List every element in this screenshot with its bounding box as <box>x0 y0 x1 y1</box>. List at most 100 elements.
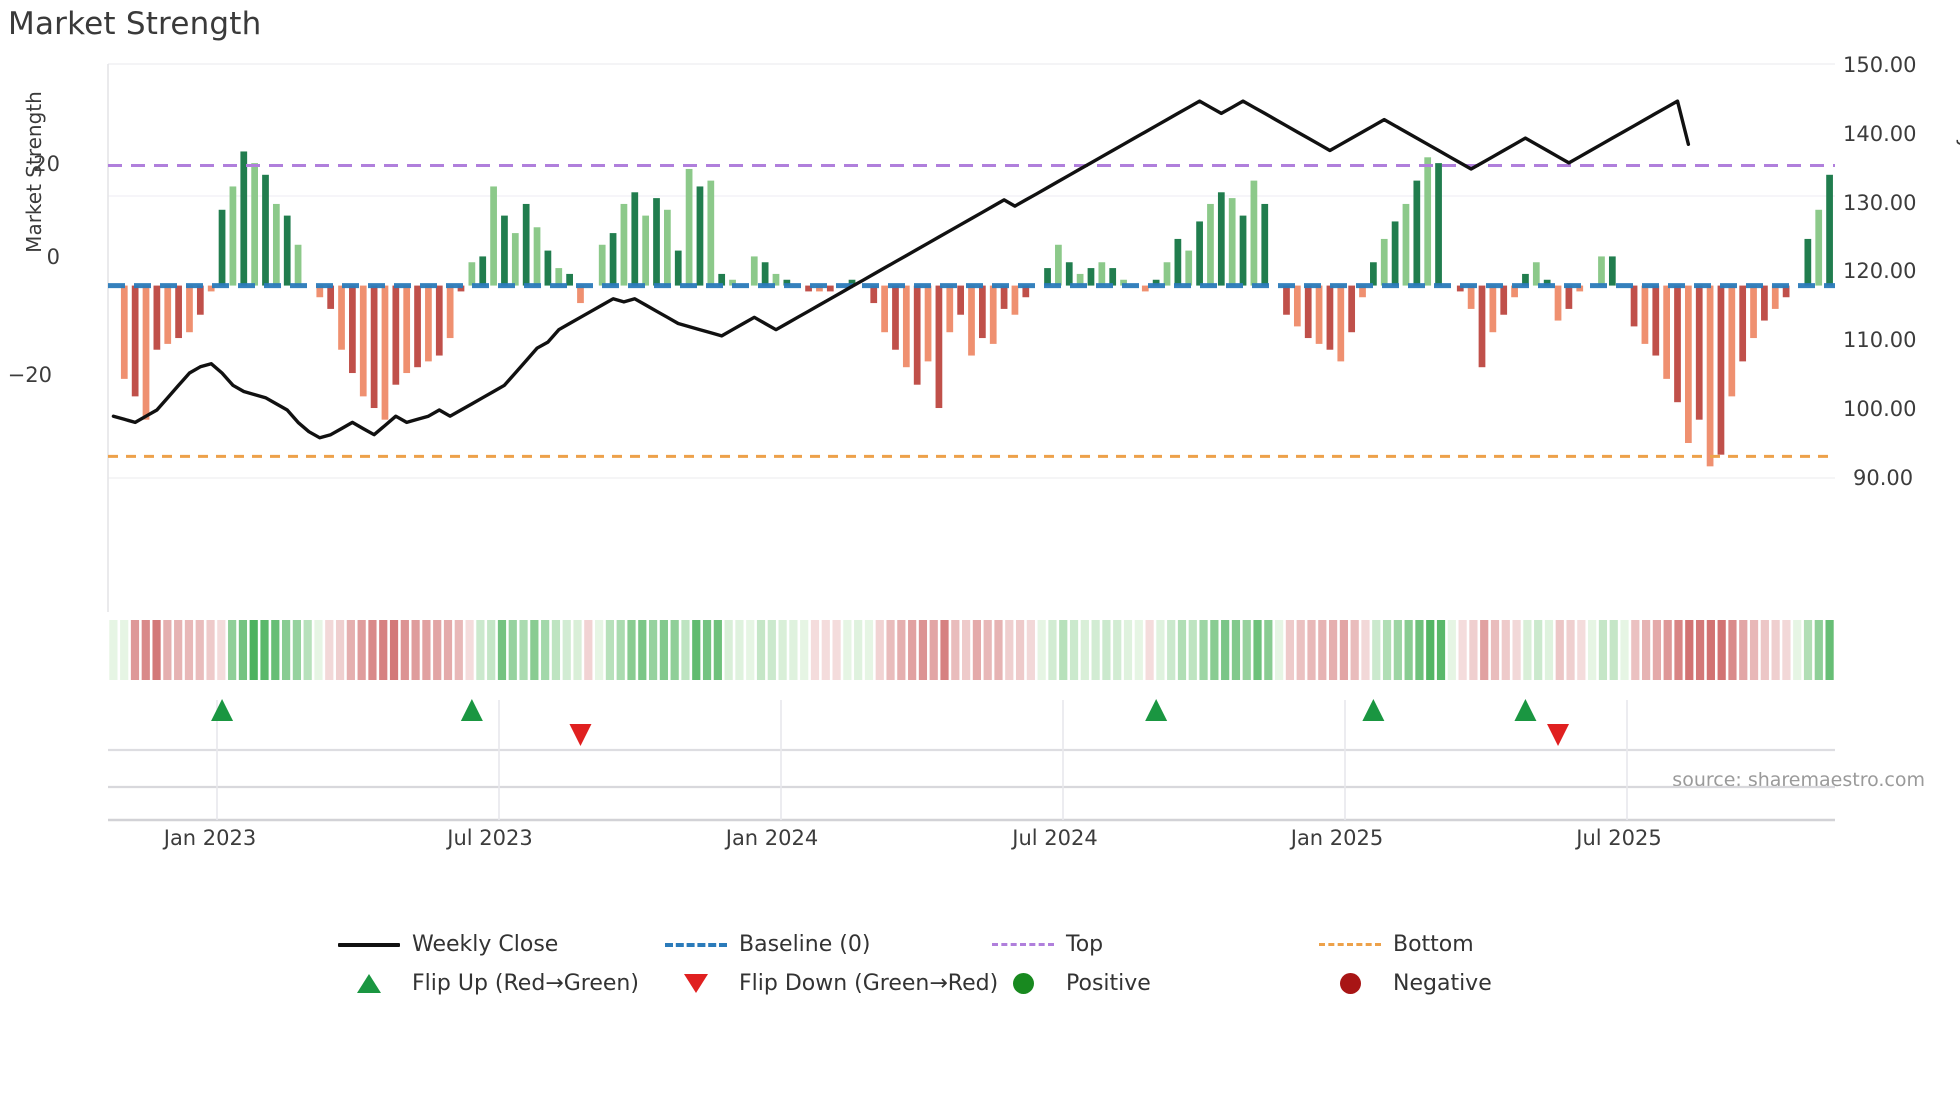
heatmap-cell <box>1404 620 1413 680</box>
legend-item-top[interactable]: Top <box>980 932 1307 957</box>
strength-bar <box>468 262 476 286</box>
legend-item-flip-up[interactable]: Flip Up (Red→Green) <box>326 971 653 996</box>
strength-bar <box>490 186 497 286</box>
heatmap-cell <box>389 620 399 680</box>
strength-bar <box>577 285 584 304</box>
strength-bar <box>772 273 780 286</box>
strength-bar <box>1304 285 1312 339</box>
strength-bar <box>1804 238 1812 286</box>
weekly-close-line <box>111 99 1691 440</box>
strength-bar <box>1326 285 1334 350</box>
source-attribution: source: sharemaestro.com <box>1672 769 1925 791</box>
heatmap-cell <box>1803 620 1813 680</box>
y-tick-left-2: −20 <box>7 363 52 387</box>
heatmap-cell <box>400 620 409 680</box>
heatmap-cell <box>1231 620 1241 680</box>
heatmap-cell <box>1706 620 1715 680</box>
strength-bar <box>186 285 193 333</box>
strength-bar <box>381 285 389 420</box>
heatmap-cell <box>1102 620 1111 680</box>
heatmap-cell <box>303 620 312 680</box>
strength-bar <box>1413 180 1421 286</box>
strength-bar <box>196 285 204 315</box>
strength-bar <box>1076 273 1084 286</box>
heatmap-cell <box>1134 620 1143 680</box>
heatmap-cell <box>562 620 571 680</box>
strength-bar <box>1196 221 1203 286</box>
y-tick-right-0: 150.00 <box>1843 53 1917 77</box>
strength-bar <box>1370 262 1377 286</box>
strength-bar <box>1359 285 1366 298</box>
strength-bar <box>414 285 421 368</box>
legend-item-bottom[interactable]: Bottom <box>1307 932 1634 957</box>
strength-bar <box>1120 279 1127 286</box>
strength-bar <box>131 285 139 397</box>
strength-bar <box>1380 238 1388 286</box>
heatmap-cell <box>1458 620 1467 680</box>
heatmap-cell <box>109 620 118 680</box>
legend-label-flip-up: Flip Up (Red→Green) <box>412 971 639 996</box>
flip-up-marker <box>1145 699 1168 721</box>
heatmap-cell <box>1048 620 1057 680</box>
strength-bar <box>164 285 172 344</box>
strength-bar <box>1750 285 1757 339</box>
heatmap-cell <box>1382 620 1392 680</box>
strength-bar <box>913 285 921 385</box>
heatmap-cell <box>1253 620 1262 680</box>
legend-item-positive[interactable]: Positive <box>980 971 1307 996</box>
legend-item-baseline[interactable]: Baseline (0) <box>653 932 980 957</box>
heatmap-cell <box>433 620 442 680</box>
heatmap-cell <box>962 620 971 680</box>
strength-bar <box>1522 273 1529 286</box>
strength-bar <box>544 250 552 286</box>
strength-bar <box>240 151 248 286</box>
heatmap-cell <box>1372 620 1381 680</box>
heatmap-cell <box>422 620 431 680</box>
strength-bar <box>1098 262 1106 286</box>
strength-bar <box>902 285 910 368</box>
heatmap-cell <box>260 620 269 680</box>
legend-item-weekly-close[interactable]: Weekly Close <box>326 932 653 957</box>
strength-bar <box>1576 285 1584 292</box>
strength-bar <box>522 203 530 286</box>
strength-bar <box>1674 285 1681 403</box>
strength-bar <box>1163 262 1171 286</box>
y-tick-right-1: 140.00 <box>1843 122 1917 146</box>
strength-bar <box>642 215 650 286</box>
strength-bar <box>338 285 345 350</box>
heatmap-cell <box>1577 620 1586 680</box>
strength-bar <box>435 285 443 356</box>
heatmap-cell <box>314 620 323 680</box>
legend-item-negative[interactable]: Negative <box>1307 971 1634 996</box>
triangle-down-icon <box>653 974 739 993</box>
strength-bar <box>349 285 356 374</box>
strength-bar <box>175 285 182 339</box>
heatmap-cell <box>1490 620 1500 680</box>
heatmap-cell <box>1717 620 1726 680</box>
strength-bar <box>1739 285 1747 362</box>
heatmap-cell <box>1674 620 1683 680</box>
heatmap-cell <box>1566 620 1575 680</box>
strength-bar <box>425 285 432 362</box>
strength-bar <box>1065 262 1073 286</box>
heatmap-cell <box>141 620 150 680</box>
heatmap-cell <box>756 620 766 680</box>
strength-bar <box>1250 180 1258 286</box>
heatmap-cell <box>1415 620 1424 680</box>
heatmap-cell <box>519 620 528 680</box>
legend-item-flip-down[interactable]: Flip Down (Green→Red) <box>653 971 998 996</box>
strength-bar <box>1685 285 1692 444</box>
heatmap-cell <box>1749 620 1759 680</box>
heatmap-cell <box>325 620 334 680</box>
reference-lines <box>108 163 1835 458</box>
strength-bar <box>1402 203 1410 286</box>
heatmap-cell <box>346 620 355 680</box>
heatmap-cell <box>530 620 539 680</box>
strength-bar <box>555 268 563 286</box>
strength-bar <box>696 186 704 286</box>
strength-bar <box>935 285 943 409</box>
strength-bar <box>1511 285 1518 298</box>
heatmap-cell <box>1825 620 1834 680</box>
flip-down-marker <box>1547 724 1570 746</box>
strength-bar <box>229 186 237 286</box>
